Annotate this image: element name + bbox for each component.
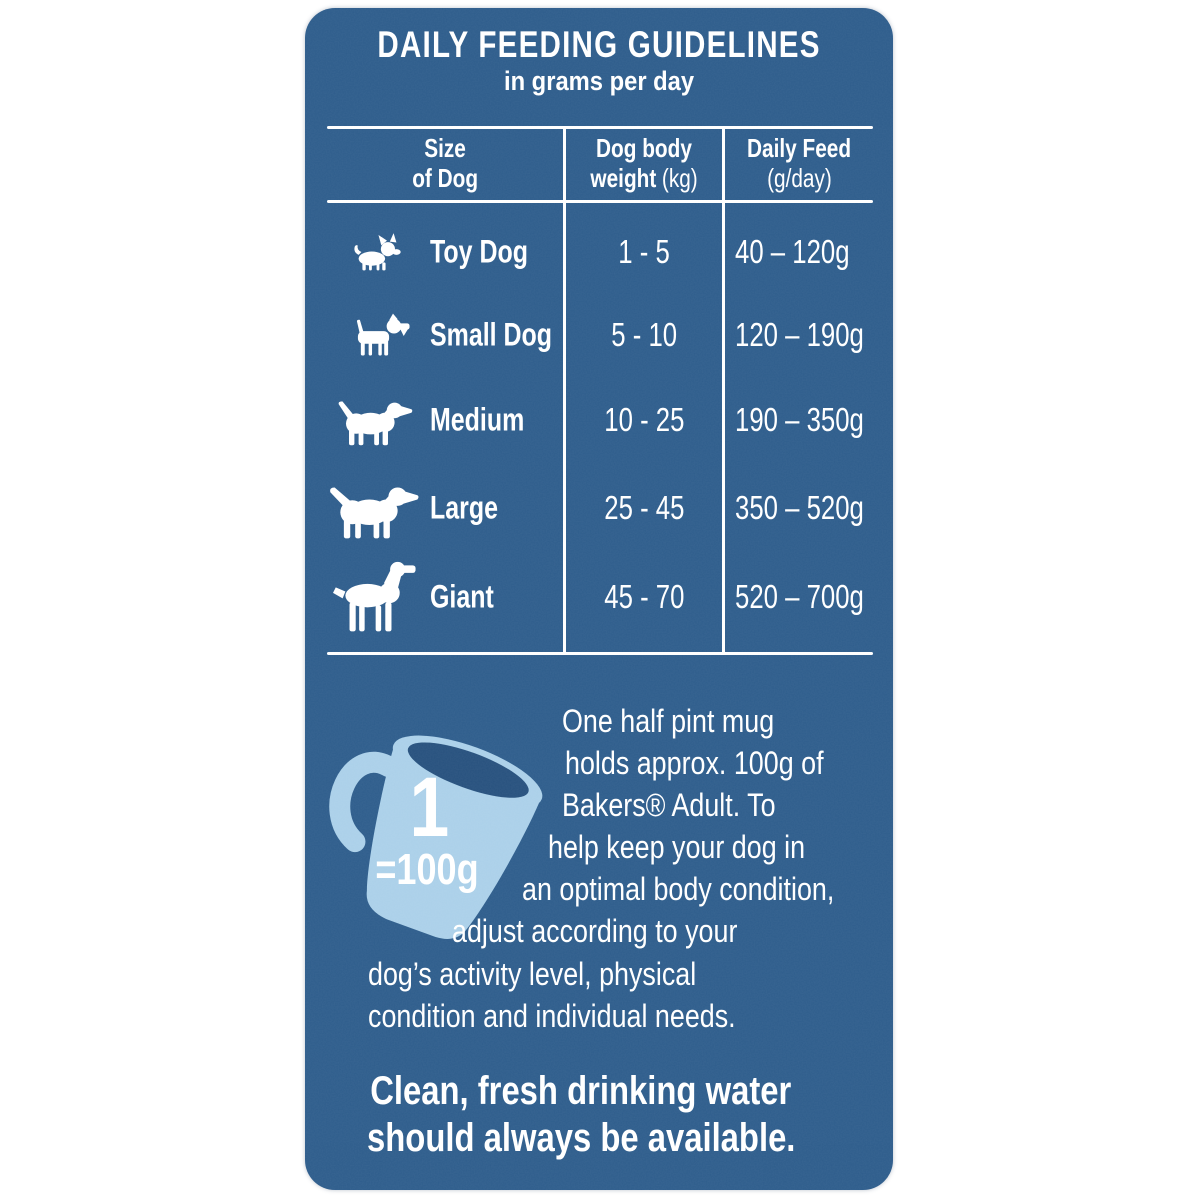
column-header-dog-body-weight: Dog body weight (kg) <box>590 133 698 193</box>
dog-weight-value: 25 - 45 <box>603 489 685 526</box>
dog-weight-value: 5 - 10 <box>611 316 677 353</box>
dog-size-label: Large <box>430 489 498 526</box>
large-dog-icon <box>329 477 421 539</box>
column-header-size-of-dog: Size of Dog <box>412 133 478 193</box>
dog-weight-value: 10 - 25 <box>603 401 685 438</box>
table-bottom-rule <box>327 652 873 655</box>
daily-feed-value: 40 – 120g <box>735 233 850 270</box>
feeding-guidelines-panel: DAILY FEEDING GUIDELINES in grams per da… <box>305 8 893 1190</box>
mug-equals-100g-label: =100g <box>375 845 479 894</box>
guidance-text-line: an optimal body condition, <box>522 871 835 907</box>
daily-feed-value: 350 – 520g <box>735 489 864 526</box>
column-header-daily-feed: Daily Feed (g/day) <box>746 133 852 193</box>
daily-feed-value: 520 – 700g <box>735 578 864 615</box>
guidance-text-line: adjust according to your <box>452 913 738 949</box>
dog-weight-value: 45 - 70 <box>603 578 685 615</box>
dog-size-label: Medium <box>430 401 525 438</box>
guidance-text-line: Bakers® Adult. To <box>562 787 776 823</box>
guidance-text-line: holds approx. 100g of <box>565 745 824 781</box>
small-dog-icon <box>355 313 411 358</box>
dog-size-label: Toy Dog <box>430 233 528 270</box>
toy-dog-icon <box>352 233 404 271</box>
table-row-giant-dog: Giant 45 - 70 520 – 700g <box>327 554 873 640</box>
giant-dog-icon <box>333 560 419 634</box>
medium-dog-icon <box>337 394 415 447</box>
mug-count-label: 1 <box>409 760 449 854</box>
table-header-rule <box>327 200 873 203</box>
table-row-large-dog: Large 25 - 45 350 – 520g <box>327 465 873 551</box>
table-row-medium-dog: Medium 10 - 25 190 – 350g <box>327 377 873 463</box>
water-availability-note: Clean, fresh drinking water should alway… <box>366 1069 796 1160</box>
table-row-toy-dog: Toy Dog 1 - 5 40 – 120g <box>327 209 873 295</box>
dog-weight-value: 1 - 5 <box>618 233 670 270</box>
guidance-text-line: condition and individual needs. <box>368 998 736 1034</box>
daily-feed-value: 120 – 190g <box>735 316 864 353</box>
dog-size-label: Small Dog <box>430 316 553 353</box>
dog-size-label: Giant <box>430 578 494 615</box>
guidance-text-line: dog’s activity level, physical <box>368 956 697 992</box>
page-subtitle: in grams per day <box>503 66 695 96</box>
guidance-text-line: help keep your dog in <box>548 829 806 865</box>
daily-feed-value: 190 – 350g <box>735 401 864 438</box>
table-row-small-dog: Small Dog 5 - 10 120 – 190g <box>327 292 873 378</box>
page-title: DAILY FEEDING GUIDELINES <box>377 24 821 65</box>
guidance-text-line: One half pint mug <box>562 703 775 739</box>
